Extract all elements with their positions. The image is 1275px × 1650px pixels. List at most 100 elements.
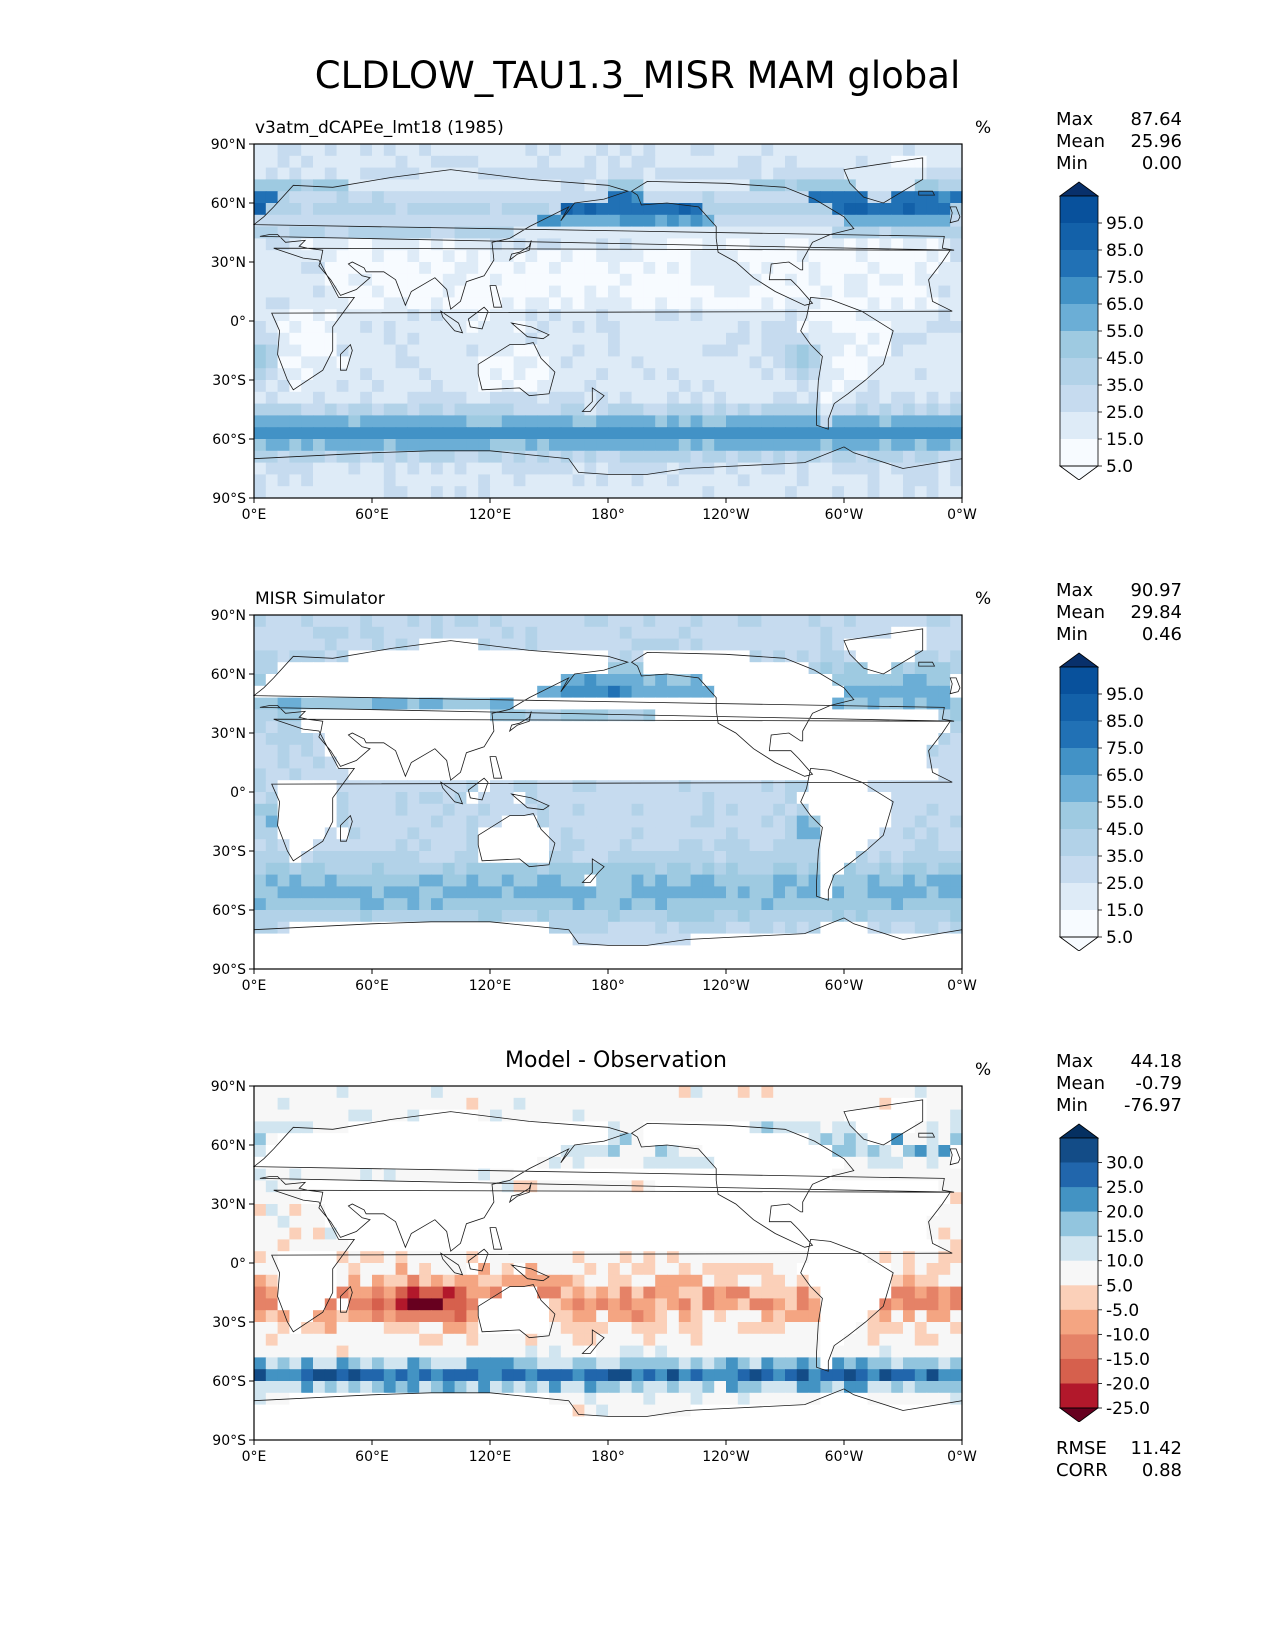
field-cell (643, 309, 656, 322)
field-cell (714, 1156, 727, 1170)
field-cell (785, 638, 798, 651)
field-cell (560, 439, 574, 452)
field-cell (903, 1227, 916, 1240)
field-cell (301, 462, 314, 475)
field-cell (926, 1251, 939, 1264)
field-cell (572, 1109, 585, 1122)
field-cell (796, 297, 810, 310)
field-cell (313, 945, 326, 958)
field-cell (844, 226, 857, 239)
field-cell (867, 191, 880, 204)
field-cell (277, 615, 290, 628)
field-cell (513, 1204, 526, 1217)
field-cell (808, 638, 821, 651)
field-cell (360, 1156, 373, 1170)
field-cell (572, 780, 585, 793)
field-cell (796, 709, 810, 722)
field-cell (914, 910, 928, 923)
field-cell (525, 144, 538, 157)
field-cell (796, 191, 810, 204)
field-cell (643, 1298, 656, 1311)
units-label: % (975, 118, 992, 138)
field-cell (938, 815, 951, 828)
field-cell (749, 321, 762, 334)
field-cell (584, 1215, 597, 1229)
field-cell (761, 756, 774, 769)
field-cell (265, 309, 279, 322)
field-cell (749, 439, 762, 452)
field-cell (643, 697, 656, 710)
field-cell (832, 1121, 845, 1134)
field-cell (726, 415, 739, 428)
field-cell (903, 144, 916, 157)
field-cell (313, 709, 326, 722)
field-cell (454, 1322, 467, 1335)
field-cell (820, 615, 833, 628)
field-cell (254, 1251, 267, 1264)
field-cell (844, 332, 857, 346)
field-cell (596, 1156, 609, 1170)
field-cell (950, 709, 963, 722)
field-cell (950, 262, 963, 275)
field-cell (678, 191, 692, 204)
field-cell (737, 332, 751, 346)
field-cell (560, 285, 574, 298)
field-cell (643, 321, 656, 334)
field-cell (584, 1097, 597, 1111)
field-cell (808, 1086, 821, 1099)
field-cell (301, 910, 314, 923)
field-cell (690, 179, 703, 192)
field-cell (549, 697, 562, 710)
field-cell (619, 273, 633, 287)
field-cell (796, 862, 810, 876)
field-cell (466, 1086, 479, 1099)
field-cell (608, 780, 621, 793)
field-cell (277, 356, 290, 369)
field-cell (773, 674, 786, 687)
field-cell (454, 756, 467, 769)
field-cell (631, 662, 644, 675)
field-cell (431, 1310, 444, 1323)
field-cell (584, 685, 597, 699)
field-cell (678, 250, 692, 263)
field-cell (714, 1286, 727, 1299)
field-cell (926, 674, 939, 687)
field-cell (643, 344, 656, 357)
field-cell (667, 626, 680, 640)
field-cell (395, 203, 408, 216)
field-cell (832, 155, 845, 169)
field-cell (619, 1251, 633, 1264)
field-cell (549, 403, 562, 416)
field-cell (572, 1192, 585, 1205)
field-cell (560, 344, 574, 357)
field-cell (513, 439, 526, 452)
field-cell (360, 427, 373, 440)
field-cell (560, 321, 574, 334)
field-cell (560, 780, 574, 793)
field-cell (525, 851, 538, 864)
field-cell (667, 450, 680, 464)
field-cell (844, 874, 857, 887)
field-cell (867, 1298, 880, 1311)
field-cell (490, 344, 503, 357)
field-cell (737, 1239, 751, 1252)
field-cell (914, 1204, 928, 1217)
field-cell (419, 721, 432, 734)
field-cell (584, 839, 597, 852)
field-cell (773, 662, 786, 675)
field-cell (478, 815, 491, 828)
field-cell (879, 792, 892, 805)
field-cell (525, 191, 538, 204)
field-cell (714, 638, 727, 651)
field-cell (431, 1180, 444, 1193)
field-cell (490, 638, 503, 651)
field-cell (655, 1298, 668, 1311)
field-cell (773, 733, 786, 746)
field-cell (631, 803, 644, 817)
field-cell (513, 674, 526, 687)
field-cell (938, 1298, 951, 1311)
field-cell (442, 1310, 456, 1323)
field-cell (914, 709, 928, 722)
field-cell (726, 368, 739, 381)
field-cell (560, 792, 574, 805)
